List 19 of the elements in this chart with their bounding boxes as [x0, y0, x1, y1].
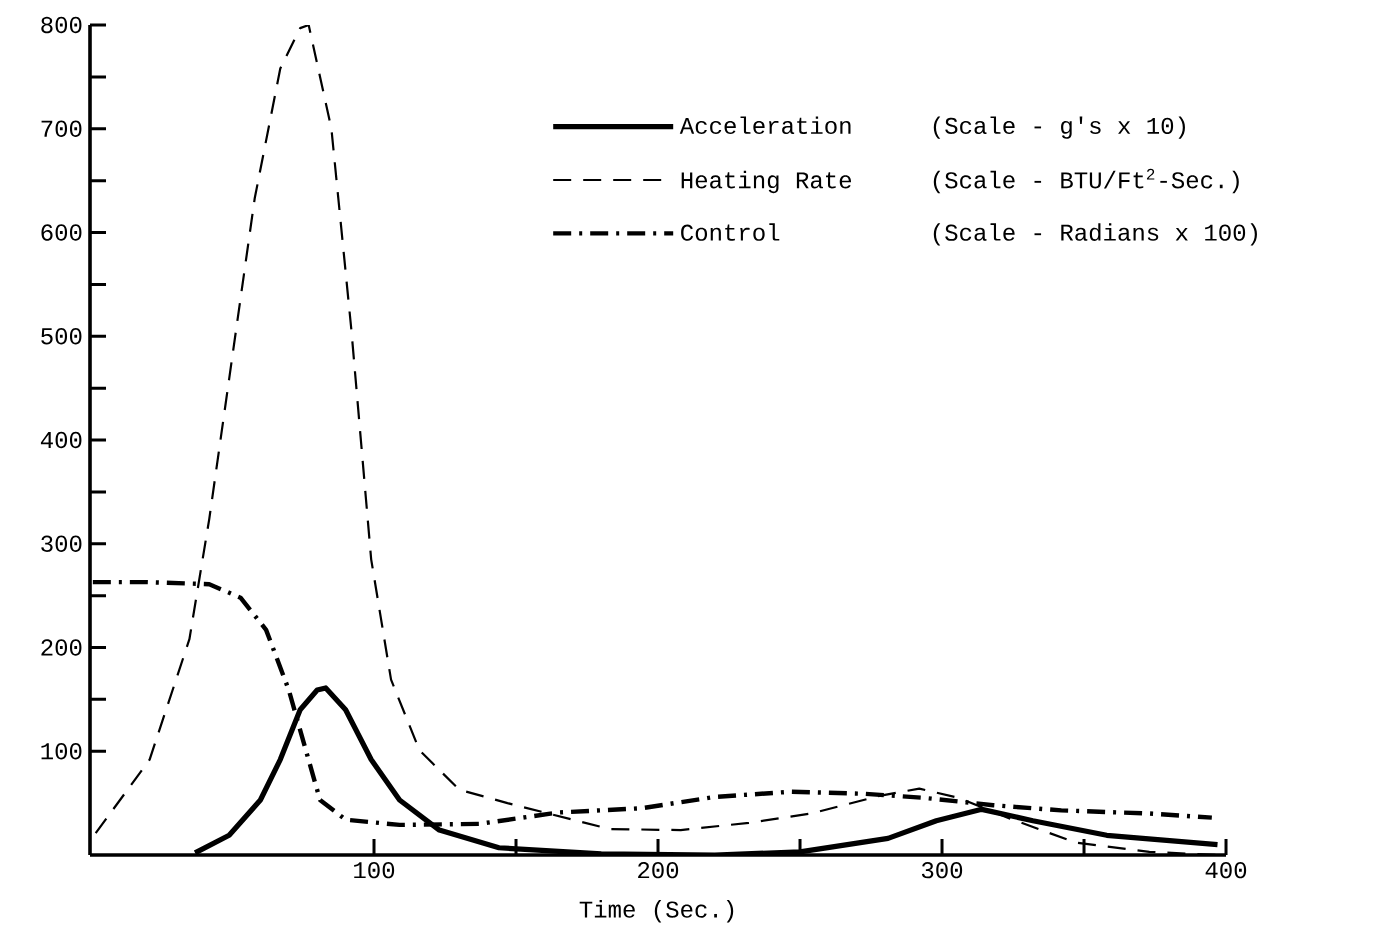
x-axis-title: Time (Sec.) [579, 900, 734, 923]
y-tick-label: 200 [41, 639, 82, 656]
annotation: (Scale - Radians x 100) [933, 223, 1257, 246]
y-tick-label: 800 [41, 16, 82, 34]
legend-label: Heating Rate [681, 170, 852, 194]
legend-label: Control [681, 223, 780, 241]
x-tick-label: 400 [1205, 862, 1247, 879]
x-tick-label: 100 [354, 862, 395, 879]
y-tick-label: 500 [41, 328, 82, 345]
x-tick-label: 200 [638, 862, 679, 879]
y-tick-label: 100 [41, 743, 82, 760]
legend-label: Acceleration [679, 116, 851, 135]
x-tick-label: 300 [921, 862, 963, 879]
annotation: (Scale - g's x 10) [933, 116, 1185, 139]
y-tick-label: 600 [41, 224, 82, 241]
annotation: (Scale - BTU/Ft$^{2}$-Sec.) [933, 168, 1239, 194]
y-tick-label: 700 [41, 120, 82, 137]
y-tick-label: 400 [40, 431, 82, 449]
y-tick-label: 300 [41, 535, 82, 552]
